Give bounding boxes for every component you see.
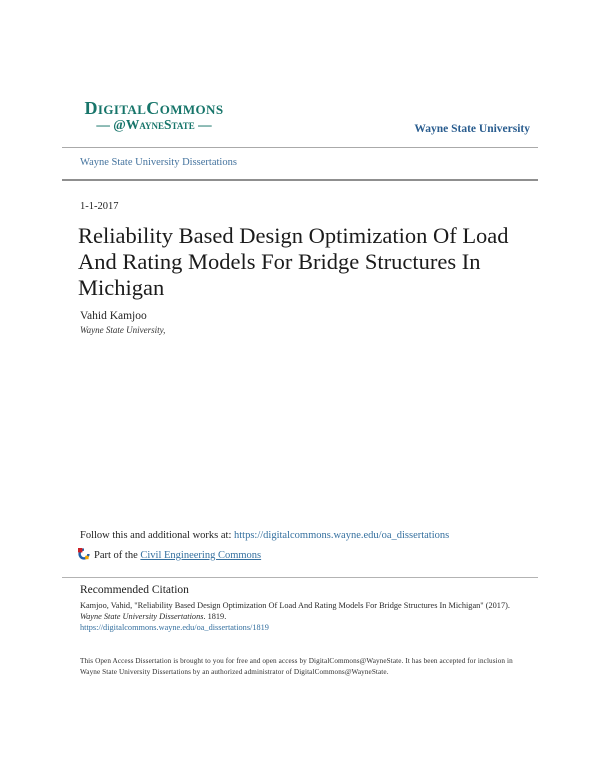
citation-divider <box>62 577 538 578</box>
title-line: And Rating Models For Bridge Structures … <box>78 249 481 274</box>
citation-source-number: . 1819. <box>203 612 227 621</box>
series-link[interactable]: Wayne State University Dissertations <box>80 157 237 168</box>
part-of-prefix: Part of the <box>94 550 141 561</box>
citation-url-link[interactable]: https://digitalcommons.wayne.edu/oa_diss… <box>80 623 269 632</box>
repository-url-link[interactable]: https://digitalcommons.wayne.edu/oa_diss… <box>234 530 450 541</box>
citation-source: Wayne State University Dissertations. 18… <box>80 612 226 621</box>
author-affiliation: Wayne State University, <box>80 325 166 335</box>
citation-text: Kamjoo, Vahid, "Reliability Based Design… <box>80 601 510 610</box>
digitalcommons-logo[interactable]: DigitalCommons <box>84 98 224 118</box>
series-divider <box>62 179 538 181</box>
commons-network-icon <box>78 548 90 560</box>
follow-works-prefix: Follow this and additional works at: <box>80 530 234 541</box>
title-line: Michigan <box>78 275 165 300</box>
publication-date: 1-1-2017 <box>80 201 119 212</box>
part-of-line: Part of the Civil Engineering Commons <box>78 548 261 561</box>
author-name: Vahid Kamjoo <box>80 310 147 322</box>
header-divider <box>62 147 538 148</box>
follow-works-line: Follow this and additional works at: htt… <box>80 530 449 541</box>
university-name: Wayne State University <box>414 123 530 135</box>
civil-engineering-commons-link[interactable]: Civil Engineering Commons <box>140 550 262 561</box>
title-line: Reliability Based Design Optimization Of… <box>78 223 509 248</box>
footer-statement-line: This Open Access Dissertation is brought… <box>80 657 513 665</box>
citation-source-title: Wayne State University Dissertations <box>80 612 204 621</box>
digitalcommons-logo-subline[interactable]: — @WayneState — <box>96 117 212 132</box>
dissertation-title: Reliability Based Design Optimization Of… <box>78 223 548 301</box>
recommended-citation-heading: Recommended Citation <box>80 584 189 596</box>
footer-statement-line: Wayne State University Dissertations by … <box>80 668 389 676</box>
